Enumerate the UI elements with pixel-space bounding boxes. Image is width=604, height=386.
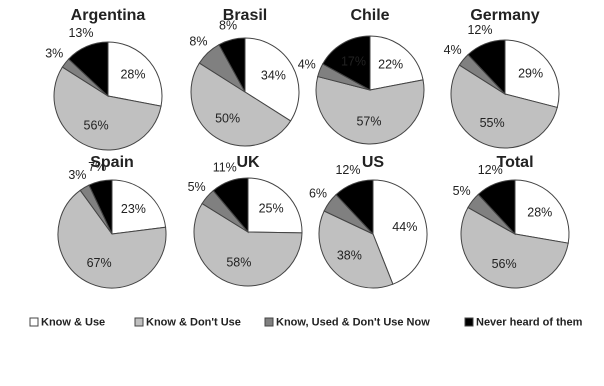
pie-title: Brasil <box>223 7 267 24</box>
legend-label: Know, Used & Don't Use Now <box>276 316 430 328</box>
pie-slice <box>247 177 303 234</box>
legend-label: Know & Don't Use <box>146 316 241 328</box>
value-label: 25% <box>259 202 284 216</box>
pie-slice <box>460 206 569 289</box>
pie-slice <box>111 179 167 235</box>
pie-slice <box>318 210 394 289</box>
value-label: 12% <box>478 163 503 177</box>
value-label: 44% <box>392 220 417 234</box>
value-label: 11% <box>213 160 237 174</box>
pie-title: Argentina <box>71 7 146 24</box>
legend-swatch <box>29 317 39 327</box>
pie-slice <box>321 35 371 91</box>
value-label: 38% <box>337 248 362 262</box>
value-label: 50% <box>215 112 240 126</box>
pie-slice <box>212 177 249 234</box>
pie-slice <box>193 202 303 287</box>
value-label: 8% <box>189 35 207 49</box>
value-label: 3% <box>68 168 86 182</box>
value-label: 28% <box>120 68 145 82</box>
value-label: 12% <box>335 163 360 177</box>
value-label: 17% <box>341 54 366 68</box>
legend-label: Never heard of them <box>476 316 583 328</box>
pie-slice <box>53 66 162 151</box>
value-label: 23% <box>121 202 146 216</box>
value-label: 56% <box>492 257 517 271</box>
pie-title: Spain <box>90 154 134 171</box>
value-label: 28% <box>527 205 552 219</box>
pie-slice <box>467 39 506 96</box>
pie-slice <box>335 179 374 236</box>
pie-title: Chile <box>350 7 389 24</box>
value-label: 7% <box>88 160 106 174</box>
value-label: 55% <box>480 116 505 130</box>
pie-slice <box>369 35 424 91</box>
pie-slice <box>190 62 292 147</box>
legend-swatch <box>464 317 474 327</box>
value-label: 67% <box>87 256 112 270</box>
value-label: 8% <box>219 18 237 32</box>
legend-swatch <box>134 317 144 327</box>
pie-title: Total <box>496 154 533 171</box>
pie-slice <box>67 41 109 98</box>
value-label: 56% <box>84 118 109 132</box>
value-label: 29% <box>518 66 543 80</box>
pie-title: US <box>362 154 385 171</box>
value-label: 13% <box>68 26 93 40</box>
value-label: 12% <box>467 23 492 37</box>
value-label: 4% <box>444 43 462 57</box>
value-label: 5% <box>453 184 471 198</box>
legend-swatch <box>264 317 274 327</box>
value-label: 22% <box>378 57 403 71</box>
pie-slice <box>218 37 246 93</box>
pie-slice <box>88 179 113 235</box>
pie-slice <box>450 64 558 149</box>
value-label: 4% <box>298 57 316 71</box>
pie-title: Germany <box>470 7 539 24</box>
value-label: 58% <box>226 255 251 269</box>
pie-slice <box>57 189 167 289</box>
pie-slice <box>107 41 163 107</box>
pie-slice <box>504 39 560 109</box>
pie-slice <box>477 179 516 236</box>
pie-slice <box>514 179 570 244</box>
legend-label: Know & Use <box>41 316 105 328</box>
pie-slice <box>315 75 425 145</box>
value-label: 6% <box>309 186 327 200</box>
value-label: 3% <box>45 47 63 61</box>
value-label: 5% <box>188 180 206 194</box>
pie-title: UK <box>236 154 260 171</box>
pie-slice <box>372 179 428 285</box>
value-label: 34% <box>261 69 286 83</box>
value-label: 57% <box>356 115 381 129</box>
